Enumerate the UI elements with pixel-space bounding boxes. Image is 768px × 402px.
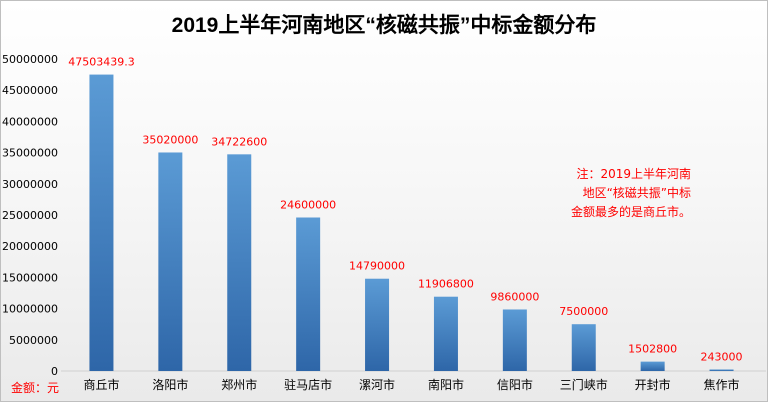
y-tick-label: 25000000	[2, 209, 58, 222]
x-tick-label: 南阳市	[428, 377, 464, 392]
y-tick-label: 20000000	[2, 240, 58, 253]
bar	[433, 296, 458, 371]
note-line: 注：2019上半年河南	[576, 166, 691, 181]
bar-value-label: 24600000	[280, 198, 336, 211]
y-tick-label: 40000000	[2, 115, 58, 128]
note-line: 地区“核磁共振”中标	[583, 185, 691, 200]
y-axis-ticks: 0 5000000 10000000 15000000 20000000 25000000…	[2, 53, 58, 378]
y-tick-label: 45000000	[2, 84, 58, 97]
x-tick-label: 焦作市	[704, 377, 740, 392]
x-tick-label: 漯河市	[359, 377, 395, 392]
bar	[571, 324, 596, 371]
bar-value-label: 35020000	[142, 133, 198, 146]
y-tick-label: 10000000	[2, 303, 58, 316]
y-tick-label: 5000000	[9, 334, 58, 347]
x-tick-label: 洛阳市	[152, 377, 188, 392]
bar-value-label: 47503439.3	[68, 56, 134, 69]
x-tick-label: 三门峡市	[560, 377, 608, 392]
x-tick-label: 商丘市	[83, 377, 119, 392]
bar	[709, 369, 734, 371]
bar-value-label: 34722600	[211, 135, 267, 148]
bar	[502, 309, 527, 371]
y-tick-label: 35000000	[2, 147, 58, 160]
y-tick-label: 50000000	[2, 53, 58, 66]
bar	[296, 217, 321, 371]
x-tick-label: 驻马店市	[284, 377, 332, 392]
y-tick-label: 30000000	[2, 178, 58, 191]
note-line: 金额最多的是商丘市。	[571, 204, 691, 219]
x-axis-ticks: 商丘市 洛阳市 郑州市 驻马店市 漯河市 南阳市 信阳市 三门峡市 开封市 焦作市	[83, 377, 739, 392]
bar-value-label: 11906800	[418, 278, 474, 291]
y-tick-label: 0	[51, 365, 58, 378]
bars	[89, 74, 734, 371]
bar-value-label: 243000	[701, 350, 743, 363]
bar	[89, 74, 114, 371]
x-tick-label: 信阳市	[497, 377, 533, 392]
bar-value-label: 14790000	[349, 260, 405, 273]
x-tick-label: 开封市	[635, 377, 671, 392]
bar-value-label: 1502800	[628, 343, 677, 356]
y-tick-label: 15000000	[2, 271, 58, 284]
bar	[365, 278, 390, 371]
x-tick-label: 郑州市	[221, 377, 257, 392]
bar	[640, 361, 665, 371]
chart-title: 2019上半年河南地区“核磁共振”中标金额分布	[172, 13, 597, 37]
data-labels: 47503439.3 35020000 34722600 24600000 147900…	[68, 56, 742, 364]
y-axis-unit-label: 金额：元	[11, 380, 59, 395]
bar	[158, 152, 183, 371]
bar-value-label: 9860000	[490, 290, 539, 303]
bar-value-label: 7500000	[559, 305, 608, 318]
bar	[227, 154, 252, 371]
